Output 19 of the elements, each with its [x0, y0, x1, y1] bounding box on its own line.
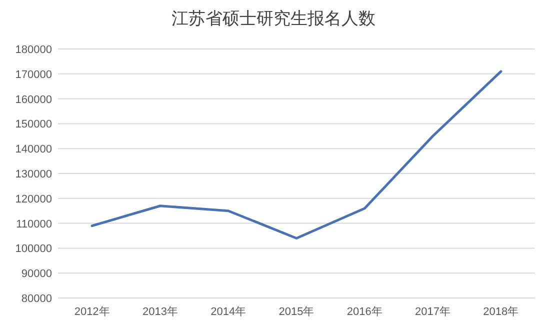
y-tick-label: 160000 — [15, 94, 52, 106]
y-tick-label: 150000 — [15, 118, 52, 131]
y-tick-label: 130000 — [15, 168, 52, 180]
y-tick-label: 80000 — [21, 293, 52, 305]
y-tick-label: 120000 — [15, 193, 52, 206]
title: 江苏省硕士研究生报名人数 — [172, 9, 376, 28]
x-tick-label: 2013年 — [142, 306, 178, 318]
x-tick-label: 2014年 — [210, 306, 246, 318]
y-tick-label: 180000 — [15, 44, 52, 56]
x-tick-label: 2018年 — [483, 306, 519, 318]
y-tick-label: 90000 — [21, 268, 52, 280]
y-tick-label: 170000 — [15, 68, 52, 81]
y-tick-label: 110000 — [16, 218, 52, 230]
x-tick-label: 2017年 — [415, 306, 451, 318]
x-tick-label: 2012年 — [74, 306, 110, 318]
x-tick-label: 2015年 — [278, 306, 314, 318]
x-tick-label: 2016年 — [346, 306, 382, 318]
y-tick-label: 140000 — [15, 144, 52, 156]
y-tick-label: 100000 — [15, 243, 52, 256]
